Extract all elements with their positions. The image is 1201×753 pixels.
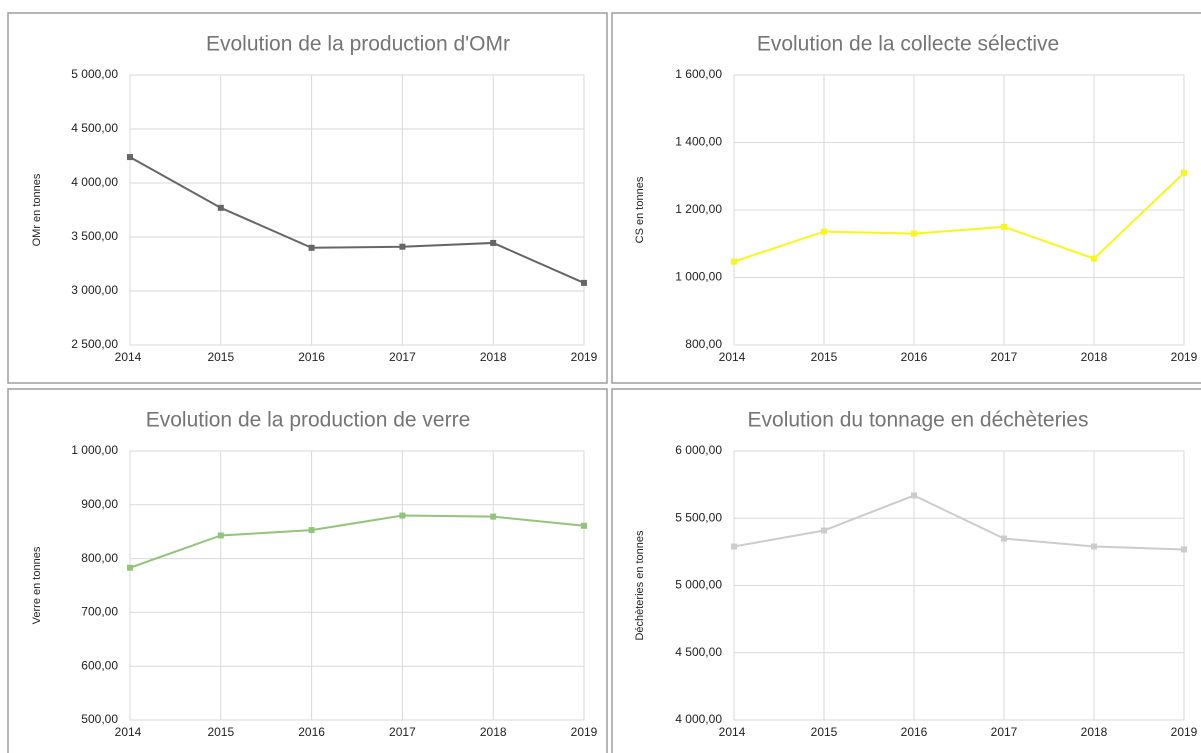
y-tick-label: 900,00 bbox=[81, 497, 118, 511]
y-tick-label: 4 500,00 bbox=[675, 645, 722, 659]
chart-title: Evolution de la collecte sélective bbox=[757, 33, 1059, 56]
y-axis-title: Verre en tonnes bbox=[31, 546, 43, 624]
x-tick-label: 2018 bbox=[480, 725, 507, 739]
y-tick-label: 1 200,00 bbox=[675, 202, 722, 216]
data-point bbox=[1001, 535, 1007, 542]
y-tick-label: 500,00 bbox=[81, 712, 118, 726]
panel bbox=[611, 388, 1201, 753]
x-tick-label: 2015 bbox=[207, 725, 234, 739]
y-tick-label: 1 600,00 bbox=[675, 67, 722, 81]
x-tick-label: 2017 bbox=[389, 725, 416, 739]
chart-title: Evolution de la production de verre bbox=[146, 409, 471, 432]
y-tick-label: 1 400,00 bbox=[675, 135, 722, 149]
y-axis-title: OMr en tonnes bbox=[31, 173, 43, 246]
y-tick-label: 1 000,00 bbox=[71, 443, 118, 457]
data-point bbox=[1091, 255, 1097, 262]
y-tick-label: 3 000,00 bbox=[71, 283, 118, 297]
data-point bbox=[821, 527, 827, 534]
data-point bbox=[1181, 546, 1187, 553]
data-point bbox=[911, 230, 917, 237]
data-point bbox=[490, 513, 497, 520]
y-tick-label: 800,00 bbox=[81, 551, 118, 565]
y-tick-label: 4 000,00 bbox=[675, 712, 722, 726]
x-tick-label: 2014 bbox=[719, 725, 746, 739]
data-point bbox=[399, 243, 406, 250]
chart-title: Evolution de la production d'OMr bbox=[206, 33, 510, 56]
y-tick-label: 5 500,00 bbox=[675, 510, 722, 524]
data-point bbox=[308, 527, 315, 534]
y-tick-label: 700,00 bbox=[81, 605, 118, 619]
y-tick-label: 800,00 bbox=[685, 337, 722, 351]
x-tick-label: 2015 bbox=[811, 725, 838, 739]
y-axis-title: CS en tonnes bbox=[634, 176, 646, 243]
x-tick-label: 2019 bbox=[1171, 350, 1198, 364]
data-line bbox=[733, 172, 1185, 263]
x-tick-label: 2014 bbox=[719, 350, 746, 364]
data-point bbox=[217, 204, 224, 211]
data-point bbox=[1001, 223, 1007, 230]
data-point bbox=[731, 543, 737, 550]
x-tick-label: 2017 bbox=[389, 350, 416, 364]
x-tick-label: 2014 bbox=[115, 350, 142, 364]
x-tick-label: 2019 bbox=[571, 725, 598, 739]
x-tick-label: 2017 bbox=[991, 725, 1018, 739]
y-tick-label: 1 000,00 bbox=[675, 270, 722, 284]
data-point bbox=[308, 244, 315, 251]
data-line bbox=[733, 494, 1185, 551]
x-tick-label: 2016 bbox=[298, 725, 325, 739]
data-point bbox=[127, 564, 133, 571]
y-tick-label: 5 000,00 bbox=[675, 578, 722, 592]
x-tick-label: 2015 bbox=[207, 350, 234, 364]
x-tick-label: 2019 bbox=[1171, 725, 1198, 739]
data-point bbox=[731, 258, 737, 265]
data-line bbox=[129, 156, 585, 284]
panel bbox=[7, 388, 608, 753]
data-line bbox=[129, 514, 585, 569]
x-tick-label: 2015 bbox=[811, 350, 838, 364]
data-point bbox=[399, 512, 406, 519]
data-point bbox=[1091, 543, 1097, 550]
x-tick-label: 2019 bbox=[571, 350, 598, 364]
y-tick-label: 2 500,00 bbox=[71, 337, 118, 351]
y-tick-label: 6 000,00 bbox=[675, 443, 722, 457]
y-tick-label: 5 000,00 bbox=[71, 67, 118, 81]
y-tick-label: 4 000,00 bbox=[71, 175, 118, 189]
x-tick-label: 2014 bbox=[115, 725, 142, 739]
data-point bbox=[217, 532, 224, 539]
data-point bbox=[1181, 169, 1187, 176]
x-tick-label: 2018 bbox=[1081, 350, 1108, 364]
y-tick-label: 600,00 bbox=[81, 658, 118, 672]
data-point bbox=[821, 228, 827, 235]
y-axis-title: Déchèteries en tonnes bbox=[634, 530, 646, 641]
x-tick-label: 2016 bbox=[901, 725, 928, 739]
x-tick-label: 2016 bbox=[298, 350, 325, 364]
x-tick-label: 2018 bbox=[1081, 725, 1108, 739]
data-point bbox=[581, 279, 587, 286]
data-point bbox=[127, 154, 133, 161]
x-tick-label: 2018 bbox=[480, 350, 507, 364]
y-tick-label: 4 500,00 bbox=[71, 121, 118, 135]
data-point bbox=[581, 522, 587, 529]
data-point bbox=[911, 492, 917, 499]
data-point bbox=[490, 239, 497, 246]
y-tick-label: 3 500,00 bbox=[71, 229, 118, 243]
x-tick-label: 2017 bbox=[991, 350, 1018, 364]
x-tick-label: 2016 bbox=[901, 350, 928, 364]
chart-title: Evolution du tonnage en déchèteries bbox=[748, 409, 1089, 432]
